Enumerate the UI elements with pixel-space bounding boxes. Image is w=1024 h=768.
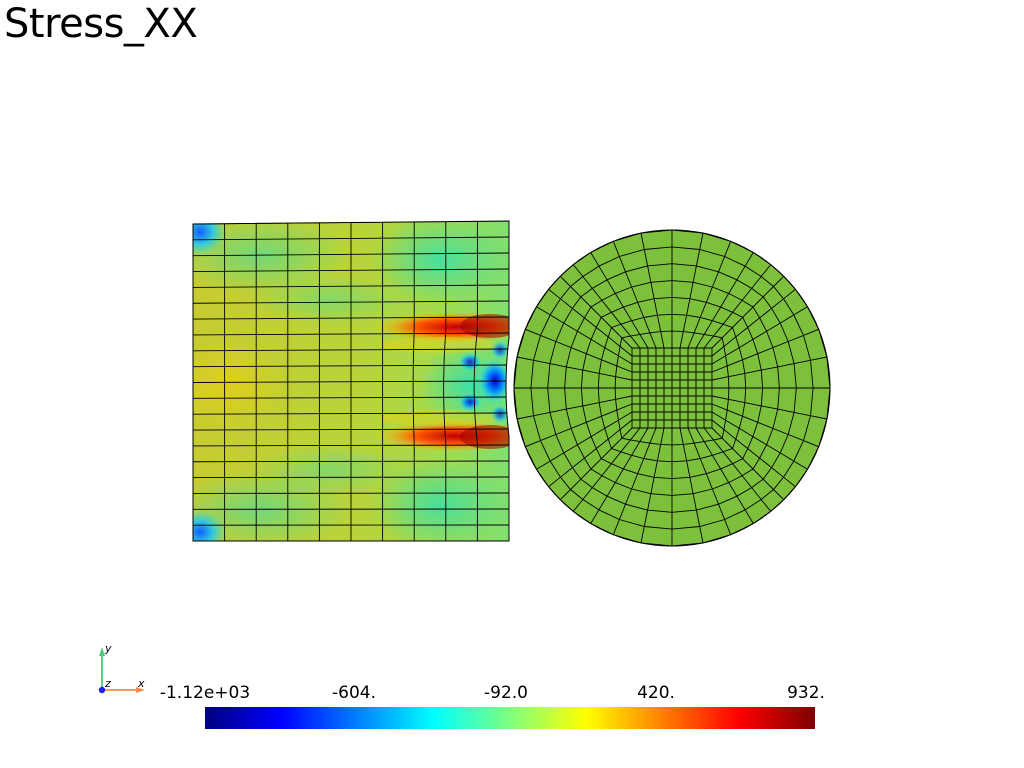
disk-spoke-line — [711, 328, 819, 373]
block-mesh-row-line — [193, 444, 509, 447]
disk-ring-line — [530, 246, 814, 530]
disk-spoke-line — [536, 411, 633, 470]
disk-spoke-line — [679, 427, 704, 543]
block-mesh-row-line — [193, 316, 509, 320]
disk-ring-line — [614, 330, 730, 446]
disk-ring-line — [597, 313, 747, 463]
disk-spoke-line — [590, 252, 649, 349]
x-axis-arrowhead — [136, 687, 145, 693]
disk-mesh-lines — [513, 229, 831, 547]
disk-ring-line — [547, 263, 797, 513]
block-mesh-row-line — [193, 476, 509, 479]
disk-ring-line — [564, 280, 780, 496]
disk-spoke-line — [703, 264, 772, 349]
colorbar-gradient — [205, 707, 815, 729]
deformed-block — [193, 221, 509, 541]
disk-ring-line — [580, 296, 764, 480]
z-axis-dot — [98, 686, 106, 694]
disk-spoke-line — [711, 395, 827, 420]
y-axis-label: y — [105, 642, 112, 655]
disk-spoke-line — [536, 306, 633, 365]
disk-spoke-line — [572, 264, 641, 349]
colorbar-tick-2: -604. — [332, 683, 376, 703]
y-axis-arrowhead — [99, 647, 105, 656]
disk-spoke-line — [703, 427, 772, 512]
disk-spoke-line — [711, 403, 819, 448]
disk-spoke-line — [517, 356, 633, 381]
block-mesh-lines — [193, 221, 509, 541]
block-mesh-row-line — [193, 268, 509, 272]
disk-spoke-line — [548, 419, 633, 488]
block-outline — [192, 220, 510, 542]
disk-ring-line — [513, 229, 831, 547]
block-mesh-row-line — [193, 428, 509, 431]
block-mesh-row-line — [193, 348, 509, 352]
disk-spoke-line — [525, 328, 633, 373]
disk-spoke-line — [711, 275, 785, 349]
colorbar-tick-max: 932. — [787, 683, 825, 703]
disk-spoke-line — [711, 427, 785, 501]
block-mesh-row-line — [193, 364, 509, 368]
disk-spoke-line — [559, 427, 633, 501]
disk-spoke-line — [687, 241, 732, 349]
block-mesh-column-line — [443, 221, 447, 541]
disk-spoke-line — [590, 427, 649, 524]
disk-spoke-line — [640, 427, 665, 543]
block-mesh-row-line — [193, 380, 509, 383]
block-mesh-row-line — [193, 412, 509, 415]
disk-spoke-line — [711, 288, 796, 357]
disk-spoke-line — [711, 411, 808, 470]
disk-spoke-line — [679, 233, 704, 349]
colorbar-tick-mid: -92.0 — [484, 683, 528, 703]
disk-spoke-line — [640, 233, 665, 349]
disk-spoke-line — [572, 427, 641, 512]
block-mesh-row-line — [193, 284, 509, 288]
disk-spoke-line — [695, 427, 754, 524]
rigid-disk — [513, 229, 831, 547]
block-mesh-row-line — [193, 332, 509, 336]
x-axis-label: x — [138, 677, 145, 690]
disk-spoke-line — [687, 427, 732, 535]
disk-spoke-line — [695, 252, 754, 349]
disk-spoke-line — [517, 395, 633, 420]
block-mesh-row-line — [193, 236, 509, 241]
disk-spoke-line — [711, 356, 827, 381]
block-mesh-column-line — [412, 221, 415, 541]
disk-spoke-line — [711, 306, 808, 365]
field-title: Stress_XX — [4, 1, 198, 47]
block-mesh-column-line — [473, 221, 478, 541]
disk-spoke-line — [559, 275, 633, 349]
disk-spoke-line — [548, 288, 633, 357]
disk-spoke-line — [612, 427, 657, 535]
colorbar-tick-min: -1.12e+03 — [159, 683, 251, 703]
block-mesh-row-line — [193, 300, 509, 304]
disk-spoke-line — [711, 419, 796, 488]
z-axis-label: z — [105, 677, 111, 690]
colorbar-tick-4: 420. — [637, 683, 675, 703]
block-mesh-row-line — [193, 460, 509, 463]
disk-spoke-line — [525, 403, 633, 448]
block-mesh-row-line — [193, 252, 509, 257]
disk-spoke-line — [612, 241, 657, 349]
block-mesh-row-line — [193, 396, 509, 399]
orientation-triad[interactable] — [98, 647, 145, 694]
